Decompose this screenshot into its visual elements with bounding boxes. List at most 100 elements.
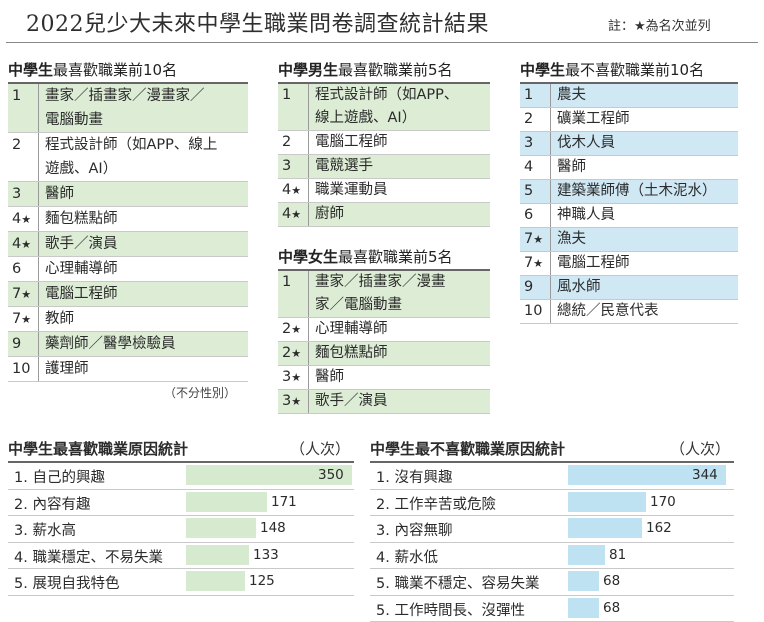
- reason-label: 1. 沒有興趣: [376, 466, 452, 487]
- rank-value: 2: [282, 134, 291, 150]
- like-reasons-unit: （人次）: [290, 437, 354, 461]
- occupation-name: 畫家／插畫家／漫畫家／ 電腦動畫: [39, 84, 248, 132]
- rank-number: 7★: [8, 307, 38, 331]
- top10-item-5: 4★歌手／演員: [8, 232, 248, 257]
- top10-item-4: 4★麵包糕點師: [8, 207, 248, 232]
- occupation-name: 醫師: [39, 182, 248, 206]
- boys-title-a: 中學男生: [278, 61, 338, 79]
- reason-label: 4. 職業穩定、不易失業: [14, 546, 163, 567]
- rank-number: 3: [278, 155, 308, 178]
- rank-value: 6: [524, 207, 533, 223]
- rank-number: 3★: [278, 390, 308, 413]
- occupation-name: 礦業工程師: [551, 108, 738, 131]
- occupation-name: 總統／民意代表: [551, 300, 738, 323]
- rank-number: 2★: [278, 318, 308, 341]
- reason-bar: [568, 571, 599, 591]
- reason-label: 5. 展現自我特色: [14, 572, 119, 593]
- rank-number: 1: [278, 271, 308, 317]
- tie-star-icon: ★: [291, 347, 301, 360]
- tie-star-icon: ★: [291, 208, 301, 221]
- rank-value: 10: [524, 303, 542, 319]
- rank-value: 9: [524, 279, 533, 295]
- rank-number: 2: [520, 108, 550, 131]
- girls-title-b: 最喜歡職業前5名: [338, 248, 453, 266]
- occupation-name: 漁夫: [551, 228, 738, 251]
- reason-bar: [186, 545, 249, 565]
- occupation-name: 電腦工程師: [39, 282, 248, 306]
- reason-value-label: 68: [603, 600, 620, 616]
- rank-value: 1: [282, 87, 291, 103]
- tie-star-icon: ★: [533, 233, 543, 246]
- reason-label: 2. 內容有趣: [14, 493, 90, 514]
- rank-number: 3: [8, 182, 38, 206]
- rank-number: 1: [520, 84, 550, 107]
- rank-number: 3★: [278, 366, 308, 389]
- rank-number: 9: [8, 332, 38, 356]
- reason-value-label: 133: [253, 547, 279, 563]
- reason-label: 5. 工作時間長、沒彈性: [376, 599, 525, 620]
- top10-item-9: 9 藥劑師／醫學檢驗員: [8, 332, 248, 357]
- boys-title: 中學男生最喜歡職業前5名: [278, 58, 490, 84]
- rank-number: 3: [520, 132, 550, 155]
- rank-number: 2: [278, 131, 308, 154]
- dislike-item-5: 5 建築業師傅（土木泥水）: [520, 180, 738, 204]
- rank-value: 7: [12, 286, 21, 302]
- reason-value-label: 162: [646, 520, 672, 536]
- occupation-name: 農夫: [551, 84, 738, 107]
- reason-label: 4. 薪水低: [376, 546, 438, 567]
- reason-label: 3. 薪水高: [14, 519, 76, 540]
- occupation-name: 藥劑師／醫學檢驗員: [39, 332, 248, 356]
- rank-value: 7: [12, 311, 21, 327]
- rank-value: 7: [524, 231, 533, 247]
- rank-number: 4★: [278, 203, 308, 226]
- girls-title: 中學女生最喜歡職業前5名: [278, 245, 490, 271]
- dislike-reasons-head: 中學生最不喜歡職業原因統計 （人次）: [370, 437, 734, 463]
- occupation-name: 電腦工程師: [551, 252, 738, 275]
- title-divider: [6, 42, 758, 43]
- occupation-name: 麵包糕點師: [39, 207, 248, 231]
- rank-value: 3: [12, 186, 21, 202]
- rank-number: 7★: [520, 228, 550, 251]
- top10-item-7: 7★ 電腦工程師: [8, 282, 248, 307]
- like-reasons-title: 中學生最喜歡職業原因統計: [8, 437, 188, 461]
- rank-number: 2: [8, 133, 38, 181]
- rank-number: 4: [520, 156, 550, 179]
- rank-value: 3: [282, 158, 291, 174]
- reason-bar: [186, 492, 267, 512]
- rank-number: 7★: [520, 252, 550, 275]
- rank-value: 9: [12, 336, 21, 352]
- like-reasons-head: 中學生最喜歡職業原因統計 （人次）: [8, 437, 354, 463]
- rank-value: 4: [282, 206, 291, 222]
- occupation-name: 建築業師傅（土木泥水）: [551, 180, 738, 203]
- top10-title: 中學生最喜歡職業前10名: [8, 58, 248, 84]
- occupation-name: 護理師: [39, 357, 248, 381]
- rank-value: 4: [524, 159, 533, 175]
- girls-item-2: 2★心理輔導師: [278, 318, 490, 342]
- boys-item-5: 4★廚師: [278, 203, 490, 227]
- occupation-name: 畫家／插畫家／漫畫 家／電腦動畫: [309, 271, 490, 317]
- occupation-name: 程式設計師（如APP、 線上遊戲、AI）: [309, 84, 490, 130]
- reason-row: 5. 展現自我特色 125: [8, 569, 354, 596]
- top10-item-10: 10 護理師: [8, 357, 248, 382]
- occupation-name: 職業運動員: [309, 179, 490, 202]
- dislike-title-a: 中學生: [520, 61, 565, 79]
- rank-value: 5: [524, 183, 533, 199]
- rank-number: 6: [520, 204, 550, 227]
- rank-value: 10: [12, 361, 30, 377]
- dislike-title: 中學生最不喜歡職業前10名: [520, 58, 738, 84]
- reason-value-label: 125: [249, 573, 275, 589]
- rank-number: 5: [520, 180, 550, 203]
- tie-star-icon: ★: [21, 288, 31, 301]
- top10-title-b: 最喜歡職業前10名: [53, 61, 177, 79]
